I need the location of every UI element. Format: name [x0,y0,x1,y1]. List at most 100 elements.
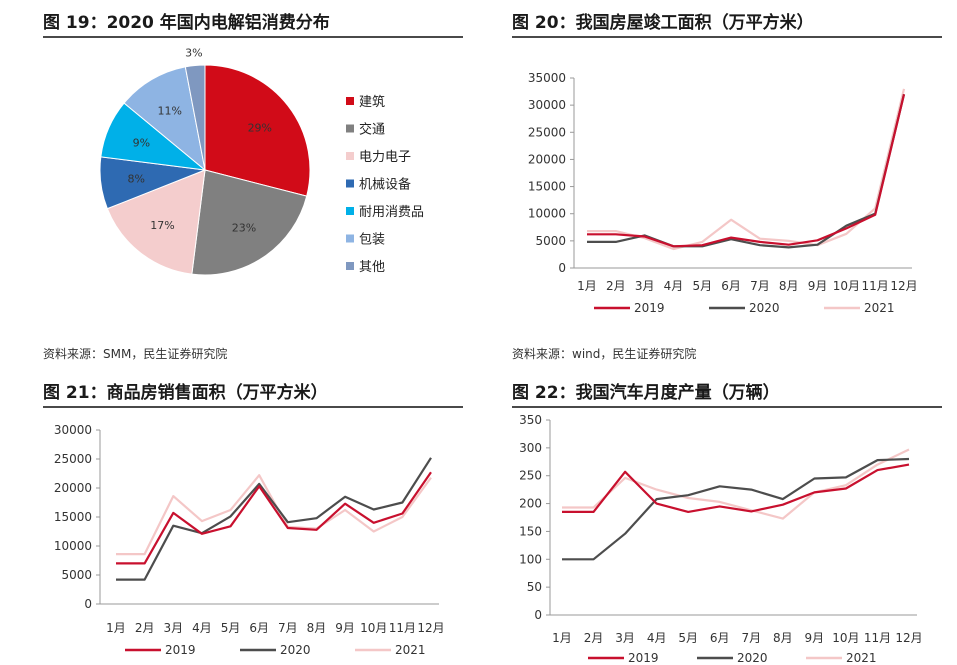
legend-label: 2020 [737,651,768,665]
title-rule [43,406,463,408]
x-tick-label: 2月 [606,279,626,293]
legend-label: 2021 [864,301,895,315]
x-tick-label: 6月 [710,631,730,645]
x-tick-label: 2月 [584,631,604,645]
x-tick-label: 9月 [808,279,828,293]
series-line-2019 [562,463,910,514]
y-tick-label: 25000 [54,452,92,466]
legend-swatch [346,262,354,270]
legend-label: 2020 [280,643,311,657]
y-tick-label: 10000 [528,207,566,221]
x-tick-label: 6月 [721,279,741,293]
source-note: 资料来源：wind，民生证券研究院 [512,347,697,361]
y-tick-label: 10000 [54,539,92,553]
legend-label: 2021 [846,651,877,665]
x-tick-label: 8月 [773,631,793,645]
x-tick-label: 8月 [307,621,327,635]
y-tick-label: 20000 [54,481,92,495]
legend-label: 2019 [628,651,659,665]
y-tick-label: 20000 [528,152,566,166]
legend-label: 2020 [749,301,780,315]
title-rule [512,406,942,408]
pie-value-label: 11% [157,104,181,117]
y-tick-label: 0 [84,597,92,611]
x-tick-label: 3月 [615,631,635,645]
y-tick-label: 150 [519,524,542,538]
series-line-2020 [562,457,910,561]
chart-title: 图 22：我国汽车月度产量（万辆） [512,383,780,403]
legend-swatch [346,97,354,105]
line-chart: 0 5000 10000 15000 20000 25000 30000 1月 2月 3月 4月 5月… [54,423,445,657]
x-tick-label: 12月 [895,631,922,645]
legend-swatch [346,152,354,160]
chart-title: 图 21：商品房销售面积（万平方米） [43,383,328,403]
chart-title: 图 20：我国房屋竣工面积（万平方米） [512,13,814,33]
x-tick-label: 11月 [389,621,416,635]
y-tick-label: 50 [527,580,542,594]
x-tick-label: 5月 [692,279,712,293]
chart-title: 图 19：2020 年国内电解铝消费分布 [43,13,330,33]
x-tick-label: 4月 [647,631,667,645]
pie-slice-2 [191,169,308,276]
legend-label: 建筑 [359,94,385,110]
panel-sales-area: 图 21：商品房销售面积（万平方米） 0 5000 10000 15000 20000 2… [43,378,463,665]
y-tick-label: 5000 [61,568,92,582]
y-tick-label: 15000 [54,510,92,524]
series-line-2019 [587,94,906,248]
series-line-2021 [562,448,910,520]
series-line-2019 [116,471,432,565]
legend-label: 机械设备 [359,177,411,193]
panel-auto-production: 图 22：我国汽车月度产量（万辆） 0 50 100 150 200 250 300 350 1… [512,378,942,665]
legend-label: 耐用消费品 [359,205,424,220]
title-rule [512,36,942,38]
legend-label: 2019 [634,301,665,315]
x-tick-label: 9月 [805,631,825,645]
line-chart: 0 50 100 150 200 250 300 350 1月 2月 3月 4月 5月 6月 7月 8月 9月 1… [519,413,923,665]
series-line-2020 [116,457,432,581]
x-tick-label: 3月 [163,621,183,635]
x-tick-label: 7月 [741,631,761,645]
pie-value-label: 3% [185,47,202,60]
panel-completion-area: 图 20：我国房屋竣工面积（万平方米） 0 5000 10000 15000 20000… [512,8,942,363]
pie-value-label: 17% [150,219,174,232]
legend-swatch [346,179,354,188]
x-tick-label: 3月 [635,279,655,293]
series-line-2021 [116,474,432,556]
legend-swatch [346,207,354,215]
pie-value-label: 8% [127,173,144,186]
x-tick-label: 4月 [192,621,212,635]
y-tick-label: 5000 [535,234,566,248]
source-note: 资料来源：SMM，民生证券研究院 [43,347,228,361]
pie-slice-3 [106,169,206,275]
x-tick-label: 10月 [832,631,859,645]
x-tick-label: 5月 [221,621,241,635]
y-tick-label: 25000 [528,125,566,139]
x-tick-label: 1月 [106,621,126,635]
y-tick-label: 100 [519,552,542,566]
x-tick-label: 8月 [779,279,799,293]
pie-value-label: 29% [248,122,272,135]
legend-label: 交通 [359,122,385,138]
y-tick-label: 350 [519,413,542,427]
line-chart: 0 5000 10000 15000 20000 25000 30000 35000 1月 2月 3… [528,71,918,315]
legend-label: 包装 [359,233,385,248]
x-tick-label: 10月 [360,621,387,635]
x-tick-label: 11月 [862,279,889,293]
x-tick-label: 6月 [249,621,269,635]
pie-value-label: 23% [232,221,256,234]
legend-label: 其他 [359,260,385,275]
y-tick-label: 35000 [528,71,566,85]
x-tick-label: 1月 [552,631,572,645]
y-tick-label: 0 [534,608,542,622]
x-tick-label: 1月 [577,279,597,293]
legend-swatch [346,124,354,133]
legend-label: 2021 [395,643,426,657]
y-tick-label: 15000 [528,180,566,194]
y-tick-label: 250 [519,469,542,483]
y-tick-label: 300 [519,441,542,455]
x-tick-label: 5月 [678,631,698,645]
legend-swatch [346,234,354,243]
panel-consumption-pie: 图 19：2020 年国内电解铝消费分布 29% 23% 17% 8% 9% 11% 3% 建… [43,8,463,363]
pie-slice-6 [123,66,206,172]
